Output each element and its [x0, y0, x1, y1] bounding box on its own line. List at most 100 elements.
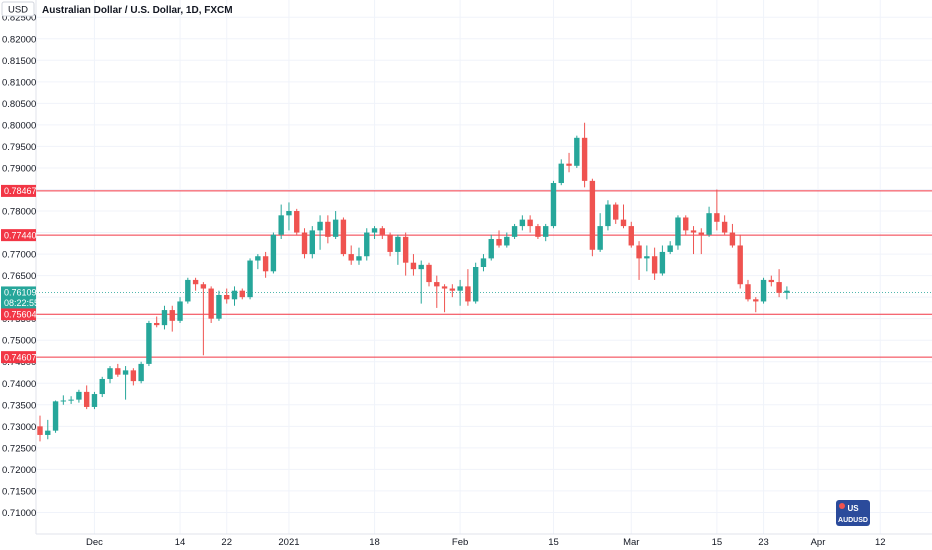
candle[interactable] — [566, 152, 572, 173]
candle[interactable] — [776, 269, 782, 298]
candle[interactable] — [262, 251, 269, 278]
candle[interactable] — [45, 419, 51, 440]
candle[interactable] — [130, 368, 137, 386]
candle[interactable] — [402, 232, 409, 276]
candle[interactable] — [146, 320, 152, 367]
candle[interactable] — [60, 395, 67, 405]
candle[interactable] — [496, 230, 502, 248]
candle[interactable] — [68, 396, 74, 404]
candle[interactable] — [154, 316, 160, 328]
candle[interactable] — [325, 215, 331, 244]
candle[interactable] — [745, 279, 751, 302]
candle[interactable] — [239, 288, 245, 300]
candle[interactable] — [286, 202, 292, 231]
candle[interactable] — [488, 234, 494, 261]
candle[interactable] — [434, 275, 440, 308]
candle[interactable] — [379, 226, 386, 240]
candle[interactable] — [332, 211, 339, 240]
candle[interactable] — [667, 241, 673, 255]
candle[interactable] — [511, 223, 518, 240]
candle[interactable] — [574, 135, 580, 168]
candle[interactable] — [690, 226, 697, 255]
candle[interactable] — [472, 262, 479, 304]
candle[interactable] — [317, 215, 323, 250]
candle[interactable] — [651, 247, 658, 280]
candle[interactable] — [729, 223, 736, 248]
currency-button[interactable]: USD — [1, 1, 35, 17]
candle[interactable] — [706, 206, 712, 237]
candle[interactable] — [418, 260, 424, 304]
candle[interactable] — [231, 286, 238, 306]
candle[interactable] — [177, 297, 183, 323]
candle[interactable] — [161, 305, 168, 330]
candle[interactable] — [255, 254, 261, 270]
candle[interactable] — [581, 122, 588, 188]
candle[interactable] — [698, 228, 704, 255]
candle[interactable] — [247, 258, 253, 300]
candle[interactable] — [371, 226, 378, 240]
candle[interactable] — [122, 366, 129, 400]
candle[interactable] — [449, 284, 456, 298]
candle[interactable] — [224, 288, 230, 304]
candle[interactable] — [387, 232, 393, 257]
candle[interactable] — [348, 245, 354, 265]
candle[interactable] — [620, 204, 627, 229]
candle[interactable] — [192, 277, 199, 291]
candle[interactable] — [675, 215, 681, 250]
candle[interactable] — [340, 217, 347, 257]
candle[interactable] — [457, 279, 463, 306]
candle[interactable] — [278, 204, 284, 240]
candle[interactable] — [169, 305, 175, 332]
candle[interactable] — [270, 232, 277, 274]
candle[interactable] — [185, 277, 191, 304]
candle[interactable] — [605, 200, 611, 231]
candle[interactable] — [527, 215, 533, 233]
candle[interactable] — [301, 228, 308, 259]
candle[interactable] — [395, 234, 401, 265]
candle[interactable] — [208, 286, 214, 323]
candle[interactable] — [441, 284, 448, 313]
candle[interactable] — [364, 228, 370, 261]
candle[interactable] — [76, 389, 82, 403]
candle[interactable] — [91, 391, 98, 410]
symbol-badge[interactable]: US AUDUSD — [836, 500, 870, 526]
candle[interactable] — [714, 189, 720, 231]
candle[interactable] — [636, 241, 642, 280]
candle[interactable] — [760, 277, 767, 304]
candle[interactable] — [426, 262, 432, 287]
candle[interactable] — [200, 282, 207, 356]
candle[interactable] — [410, 254, 417, 276]
candle[interactable] — [784, 286, 790, 300]
candle[interactable] — [107, 366, 113, 384]
candle[interactable] — [519, 215, 526, 231]
candle[interactable] — [683, 215, 689, 235]
candle[interactable] — [613, 202, 619, 224]
candle[interactable] — [753, 297, 759, 313]
candle[interactable] — [768, 275, 775, 287]
candle[interactable] — [37, 415, 43, 442]
candle[interactable] — [644, 245, 650, 272]
candle[interactable] — [535, 223, 541, 240]
candle[interactable] — [597, 213, 603, 252]
candle[interactable] — [550, 180, 557, 229]
candle[interactable] — [83, 385, 90, 410]
candle[interactable] — [309, 226, 315, 259]
candle[interactable] — [558, 159, 564, 186]
candle[interactable] — [737, 234, 743, 289]
candle[interactable] — [52, 400, 59, 433]
candle[interactable] — [721, 215, 728, 235]
candle[interactable] — [356, 247, 362, 265]
candle[interactable] — [628, 221, 634, 248]
candle[interactable] — [99, 376, 105, 398]
candle[interactable] — [294, 208, 300, 235]
candle[interactable] — [115, 363, 121, 377]
candle[interactable] — [543, 223, 549, 242]
candle[interactable] — [480, 254, 487, 272]
candle[interactable] — [659, 245, 666, 276]
candle[interactable] — [216, 290, 222, 321]
candle[interactable] — [504, 232, 510, 248]
candle[interactable] — [465, 269, 471, 306]
candle[interactable] — [589, 178, 596, 257]
candle[interactable] — [138, 361, 144, 384]
